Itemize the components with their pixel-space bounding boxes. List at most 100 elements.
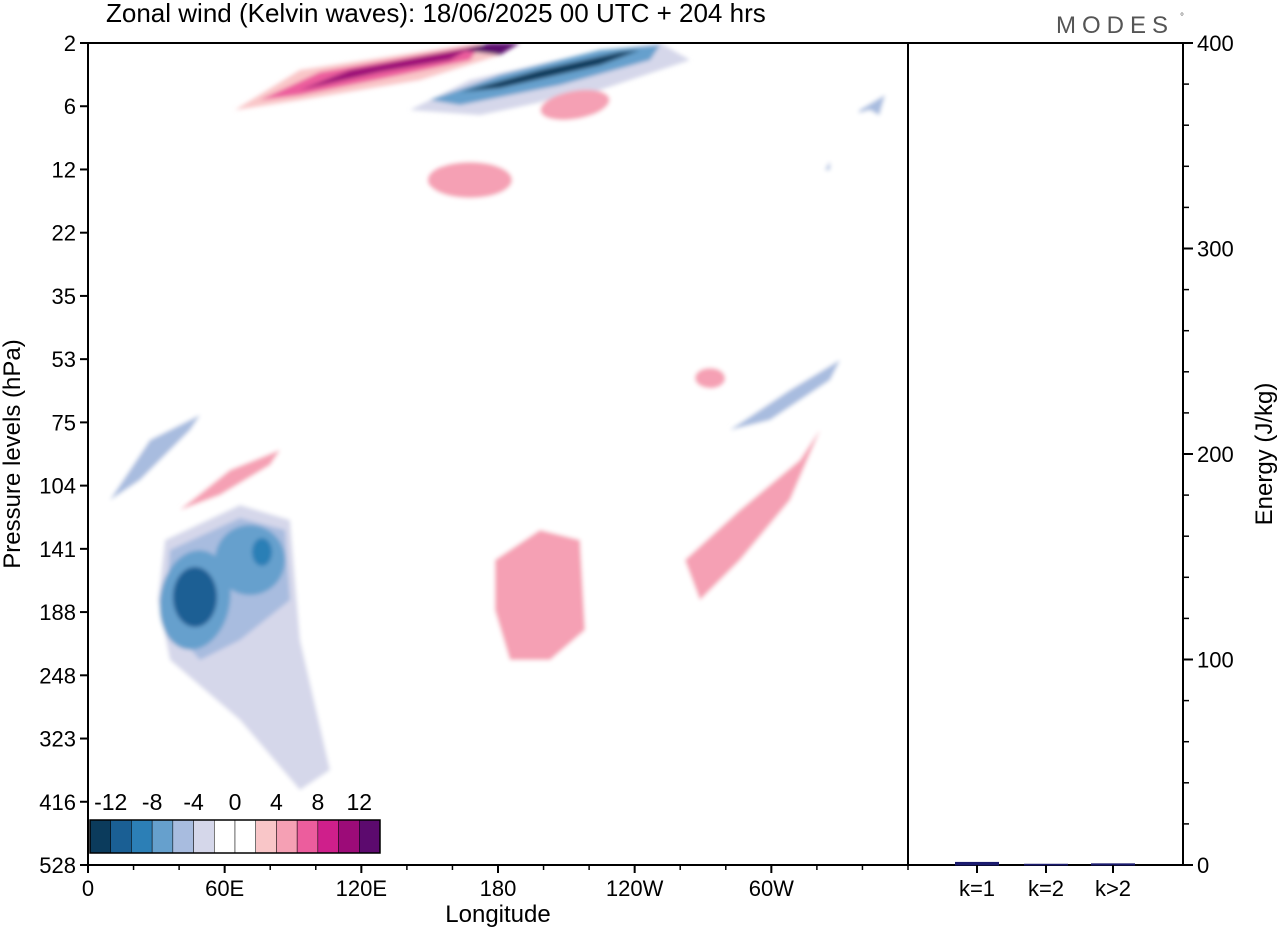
negative-streak-75rb [730, 360, 840, 430]
y-tick-label: 104 [39, 474, 76, 499]
positive-35 [240, 250, 365, 320]
colorbar-swatch [276, 819, 298, 854]
x-axis: 0 60E 120E 180 120W 60W [82, 865, 909, 901]
colorbar-label: 12 [346, 789, 372, 815]
x-tick-label: 180 [480, 876, 517, 901]
positive-12-core [428, 162, 512, 198]
positive-lower-right [795, 690, 840, 775]
colorbar-swatch [338, 819, 360, 854]
energy-y-axis: 0 100 200 300 400 [1183, 31, 1234, 878]
y-tick-label: 188 [39, 600, 76, 625]
negative-upper-left [240, 110, 360, 230]
x-axis-label: Longitude [445, 901, 550, 928]
positive-53 [650, 320, 775, 410]
colorbar-swatch [234, 819, 256, 854]
energy-panel-frame [907, 42, 1184, 866]
y-tick-label: 141 [39, 537, 76, 562]
colorbar-label: -12 [94, 789, 127, 815]
colorbar-swatch [317, 819, 339, 854]
colorbar-frame [89, 819, 381, 854]
x-tick-label: 120E [336, 876, 387, 901]
brand-logo: MODES [1056, 12, 1174, 39]
contour-fields [90, 43, 905, 865]
positive-jet-14 [460, 43, 520, 55]
energy-axis-label: Energy (J/kg) [1251, 383, 1278, 526]
energy-tick-label: 300 [1197, 237, 1234, 262]
positive-right-upper [830, 110, 905, 260]
colorbar-swatch [255, 819, 277, 854]
energy-category-label: k>2 [1095, 876, 1131, 901]
colorbar-swatch [131, 819, 153, 854]
positive-right-6 [685, 430, 820, 600]
colorbar-swatch [89, 819, 111, 854]
positive-lower-left [90, 690, 130, 800]
x-tick-label: 60E [205, 876, 244, 901]
colorbar-swatch [296, 819, 319, 854]
energy-category-label: k=1 [959, 876, 995, 901]
x-tick-label: 60W [749, 876, 794, 901]
energy-bars [955, 861, 1135, 866]
positive-104-6 [180, 450, 280, 510]
y-tick-label: 323 [39, 727, 76, 752]
energy-tick-label: 400 [1197, 31, 1234, 56]
brand-logo-mark: ° [1180, 12, 1184, 23]
y-tick-label: 22 [52, 221, 76, 246]
colorbar-swatch [110, 819, 132, 854]
colorbar-label: 4 [270, 789, 283, 815]
heatmap-plot-area [90, 43, 905, 865]
y-tick-label: 53 [52, 347, 76, 372]
y-tick-label: 75 [52, 410, 76, 435]
colorbar-label: 8 [311, 789, 324, 815]
y-tick-label: 2 [64, 31, 76, 56]
negative-jet-14 [460, 50, 640, 92]
energy-category-label: k=2 [1028, 876, 1064, 901]
colorbar-swatch [151, 819, 174, 854]
negative-streak-104b [110, 415, 200, 500]
energy-x-axis: k=1 k=2 k>2 [959, 865, 1131, 901]
positive-lower-mid [625, 695, 660, 790]
colorbar-label: 0 [229, 789, 242, 815]
colorbar: -12 -8 -4 0 4 8 12 [89, 789, 381, 854]
positive-left-12 [90, 120, 130, 200]
energy-bar [1024, 863, 1068, 866]
negative-upper-mid [590, 120, 740, 210]
negative-streak-104 [90, 380, 260, 540]
y-tick-label: 12 [52, 157, 76, 182]
colorbar-label: -8 [142, 789, 162, 815]
colorbar-swatch [193, 819, 215, 854]
colorbar-label: -4 [183, 789, 204, 815]
x-tick-label: 0 [82, 876, 94, 901]
negative-streak-75r [700, 290, 905, 460]
y-tick-label: 248 [39, 663, 76, 688]
energy-bar [1091, 863, 1135, 866]
y-tick-label: 528 [39, 853, 76, 878]
negative-bottom-blob [540, 810, 570, 865]
y-axis-label: Pressure levels (hPa) [0, 339, 26, 568]
positive-right-2 [620, 420, 830, 620]
y-axis: 2 6 12 22 35 53 75 104 141 188 248 323 416 528 [39, 31, 88, 878]
positive-jet-12 [300, 48, 470, 90]
energy-tick-label: 100 [1197, 648, 1234, 673]
negative-streak-53 [150, 320, 385, 420]
positive-75 [430, 370, 575, 450]
chart-title: Zonal wind (Kelvin waves): 18/06/2025 00… [106, 0, 766, 28]
x-tick-label: 120W [606, 876, 664, 901]
y-tick-label: 35 [52, 284, 76, 309]
colorbar-swatch [214, 819, 236, 854]
positive-53-core [695, 368, 725, 388]
negative-lower-blob [675, 700, 715, 800]
energy-tick-label: 200 [1197, 442, 1234, 467]
positive-6-core [540, 89, 610, 121]
negative-core-10 [252, 538, 272, 566]
colorbar-swatch [172, 819, 194, 854]
y-tick-label: 416 [39, 790, 76, 815]
energy-tick-label: 0 [1197, 853, 1209, 878]
positive-top-right [840, 50, 870, 100]
y-tick-label: 6 [64, 94, 76, 119]
colorbar-swatch [359, 819, 381, 854]
negative-core-8b [215, 525, 285, 595]
positive-core-6 [495, 530, 585, 660]
negative-core-12 [173, 567, 217, 627]
energy-bar [955, 861, 999, 866]
